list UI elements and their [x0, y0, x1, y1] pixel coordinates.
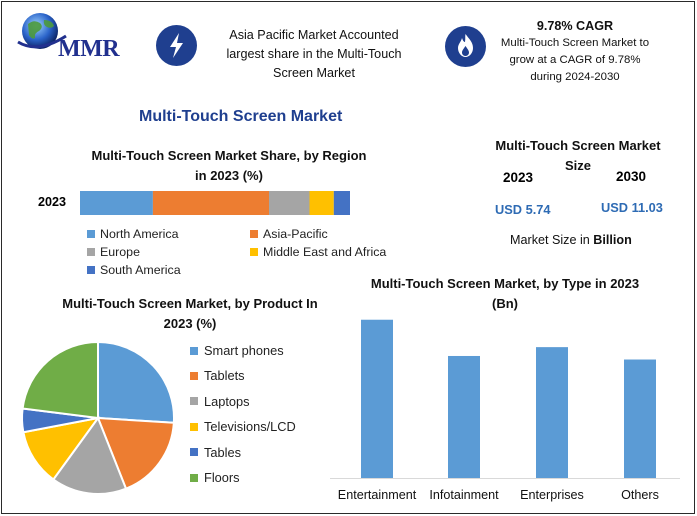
- legend-item-north-america: North America: [87, 227, 179, 241]
- legend-label: Laptops: [204, 393, 250, 409]
- flame-icon: [445, 26, 486, 67]
- legend-swatch: [250, 248, 258, 256]
- cagr-title: 9.78% CAGR: [536, 19, 614, 33]
- size-panel-title: Multi-Touch Screen Market Size: [474, 136, 682, 176]
- legend-item-tables: Tables: [190, 445, 241, 460]
- cagr-insight: 9.78% CAGR Multi-Touch Screen Market to …: [486, 18, 664, 86]
- region-insight-line: Screen Market: [273, 66, 355, 80]
- legend-item-laptops: Laptops: [190, 394, 250, 409]
- product-legend: Smart phones Tablets Laptops Televisions/LC…: [190, 343, 320, 493]
- pie-slice-tablets: [96, 416, 175, 490]
- legend-swatch: [190, 448, 198, 457]
- type-chart-title-line: (Bn): [492, 296, 518, 311]
- region-insight: Asia Pacific Market Accounted largest sh…: [206, 26, 422, 83]
- type-bar-infotainment: [448, 355, 480, 478]
- legend-swatch: [87, 266, 95, 274]
- legend-swatch: [250, 230, 258, 238]
- cagr-line: during 2024-2030: [530, 71, 620, 83]
- region-legend: North America Asia-Pacific Europe Middle Ea…: [87, 227, 407, 283]
- legend-swatch: [190, 371, 198, 380]
- size-year-2030: 2030: [616, 169, 647, 184]
- size-panel-title-line: Multi-Touch Screen Market: [495, 138, 661, 153]
- size-value-2023: USD 5.74: [495, 202, 551, 217]
- type-tick-label: Entertainment: [337, 488, 417, 502]
- type-tick-label: Infotainment: [429, 488, 499, 502]
- legend-label: Televisions/LCD: [204, 419, 296, 435]
- mmr-logo: MMR: [14, 10, 139, 62]
- legend-label: Tablets: [204, 368, 245, 384]
- legend-swatch: [190, 346, 198, 355]
- legend-label: Floors: [204, 470, 240, 485]
- region-chart-title-line: in 2023 (%): [195, 168, 263, 183]
- legend-label: Smart phones: [204, 343, 284, 358]
- legend-item-asia-pacific: Asia-Pacific: [250, 227, 328, 241]
- product-pie-chart: [21, 340, 175, 495]
- legend-item-middle-east-and-africa: Middle East and Africa: [250, 245, 386, 259]
- size-year-2023: 2023: [503, 170, 534, 185]
- legend-item-tablets: Tablets: [190, 368, 245, 383]
- legend-swatch: [87, 230, 95, 238]
- region-insight-line: Asia Pacific Market Accounted: [229, 28, 399, 42]
- legend-label: Asia-Pacific: [263, 227, 328, 241]
- pie-slice-floors: [21, 340, 99, 420]
- type-chart-title-line: Multi-Touch Screen Market, by Type in 20…: [370, 276, 640, 291]
- product-chart-title: Multi-Touch Screen Market, by Product In…: [40, 294, 340, 334]
- product-chart-title-line: Multi-Touch Screen Market, by Product In: [62, 296, 318, 311]
- type-tick-label: Enterprises: [520, 488, 584, 502]
- region-chart-title: Multi-Touch Screen Market Share, by Regi…: [60, 146, 398, 186]
- type-bar-others: [624, 359, 656, 478]
- legend-label: Tables: [204, 444, 241, 460]
- legend-item-south-america: South America: [87, 263, 181, 277]
- region-segment-middle-east-and-africa: [309, 191, 334, 215]
- legend-swatch: [190, 473, 198, 482]
- product-chart-title-line: 2023 (%): [163, 316, 217, 331]
- legend-label: South America: [100, 263, 181, 277]
- legend-swatch: [190, 422, 198, 431]
- legend-label: North America: [100, 227, 179, 241]
- size-unit-prefix: Market Size in: [510, 233, 594, 247]
- globe-icon: [17, 13, 67, 49]
- pie-slice-smart-phones: [97, 340, 175, 424]
- type-bar-enterprises: [536, 347, 568, 478]
- type-bar-entertainment: [361, 319, 393, 478]
- legend-label: Europe: [100, 245, 140, 259]
- size-panel-title-line: Size: [564, 158, 591, 173]
- legend-item-smart-phones: Smart phones: [190, 343, 284, 358]
- logo-text: MMR: [58, 36, 120, 62]
- size-unit-note: Market Size in Billion: [510, 233, 632, 247]
- region-segment-north-america: [80, 191, 153, 215]
- legend-swatch: [190, 397, 198, 406]
- legend-item-televisions-lcd: Televisions/LCD: [190, 419, 296, 434]
- cagr-line: grow at a CAGR of 9.78%: [509, 54, 641, 66]
- pie-slice-laptops: [51, 415, 128, 495]
- size-value-2030: USD 11.03: [601, 200, 663, 215]
- region-chart-title-line: Multi-Touch Screen Market Share, by Regi…: [91, 148, 367, 163]
- type-chart-title: Multi-Touch Screen Market, by Type in 20…: [350, 274, 660, 314]
- region-segment-south-america: [333, 191, 350, 215]
- legend-item-floors: Floors: [190, 470, 240, 485]
- region-stacked-bar: [80, 191, 350, 215]
- page-title: Multi-Touch Screen Market: [139, 108, 343, 125]
- legend-swatch: [87, 248, 95, 256]
- region-insight-line: largest share in the Multi-Touch: [226, 47, 402, 61]
- region-segment-europe: [269, 191, 310, 215]
- legend-item-europe: Europe: [87, 245, 140, 259]
- type-tick-label: Others: [621, 488, 659, 502]
- size-unit-bold: Billion: [593, 233, 632, 247]
- region-segment-asia-pacific: [152, 191, 269, 215]
- lightning-icon: [156, 25, 197, 66]
- type-bar-chart: [330, 319, 680, 479]
- region-category-label: 2023: [38, 195, 67, 209]
- legend-label: Middle East and Africa: [263, 245, 387, 259]
- type-x-axis: Entertainment Infotainment Enterprises Othe…: [330, 488, 680, 506]
- cagr-line: Multi-Touch Screen Market to: [500, 37, 650, 49]
